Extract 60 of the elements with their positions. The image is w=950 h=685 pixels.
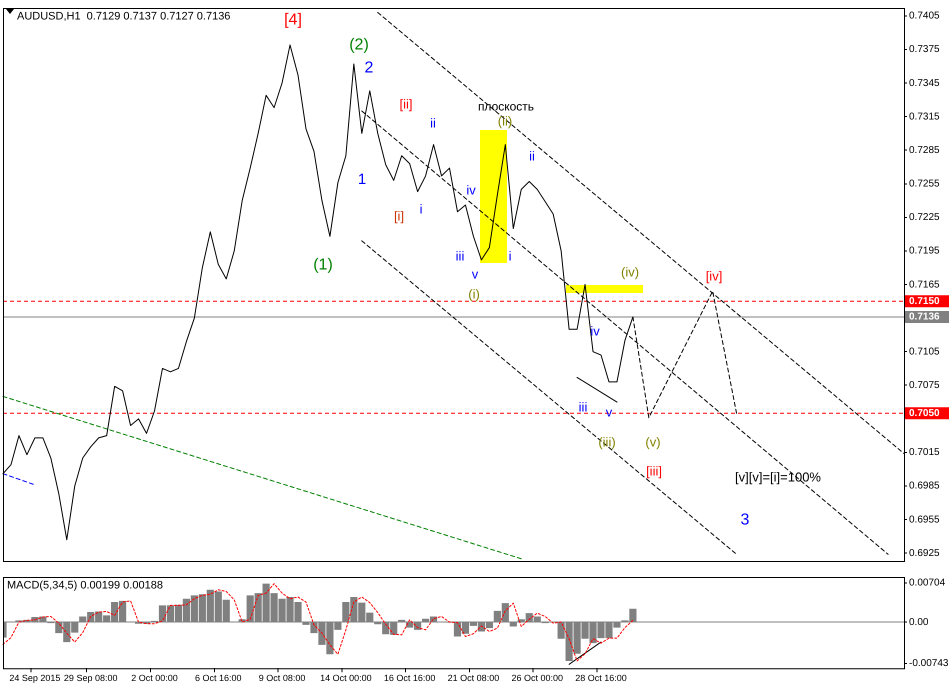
x-tick-label: 6 Oct 16:00 bbox=[195, 673, 242, 684]
annotation: iii bbox=[456, 248, 464, 264]
y-tick-label: 0.7405 bbox=[909, 10, 940, 22]
annotation: ii bbox=[430, 116, 436, 131]
annotation: (iv) bbox=[620, 264, 640, 280]
annotation: i bbox=[508, 248, 512, 264]
annotation: 1 bbox=[358, 171, 366, 188]
y-tick-label: 0.7375 bbox=[909, 44, 940, 56]
annotation: (1) bbox=[313, 256, 333, 274]
y-tick-label: 0.7015 bbox=[909, 447, 940, 458]
y-tick-label: 0.6985 bbox=[909, 480, 940, 492]
annotation: [iv] bbox=[706, 268, 722, 284]
annotation: [iii] bbox=[646, 464, 662, 479]
annotation: (ii) bbox=[498, 114, 512, 129]
x-tick-label: 24 Sep 2015 bbox=[9, 673, 60, 684]
annotation: iv bbox=[590, 324, 600, 339]
annotation: (v) bbox=[645, 434, 661, 450]
annotation: (i) bbox=[468, 286, 480, 302]
chart-title: AUDUSD,H1 0.7129 0.7137 0.7127 0.7136 bbox=[17, 10, 230, 23]
y-tick-label: 0.7105 bbox=[909, 346, 940, 358]
x-tick-label: 28 Oct 16:00 bbox=[575, 673, 627, 684]
chart-title: MACD(5,34,5) 0.00199 0.00188 bbox=[7, 580, 163, 592]
y-tick-label: 0.6955 bbox=[909, 514, 940, 526]
x-tick-label: 16 Oct 16:00 bbox=[384, 673, 436, 684]
ref-line-label: 0.7136 bbox=[909, 312, 940, 323]
annotation: iii bbox=[578, 400, 588, 415]
ref-line-label: 0.7050 bbox=[909, 408, 940, 419]
annotation: [4] bbox=[284, 11, 302, 28]
ref-line-label: 0.7150 bbox=[909, 296, 940, 308]
y-tick-label: -0.00743 bbox=[909, 658, 949, 670]
annotation: (iii) bbox=[598, 434, 616, 450]
y-tick-label: 0.7255 bbox=[909, 178, 940, 190]
annotation: [v][v]=[i]=100% bbox=[735, 470, 822, 485]
x-tick-label: 14 Oct 00:00 bbox=[320, 673, 372, 684]
y-tick-label: 0.7315 bbox=[909, 111, 940, 122]
annotation: [ii] bbox=[400, 96, 412, 112]
y-tick-label: 0.00 bbox=[909, 616, 929, 628]
annotation: (2) bbox=[349, 36, 369, 54]
x-tick-label: 9 Oct 08:00 bbox=[258, 673, 306, 684]
annotation: плоскость bbox=[478, 99, 534, 114]
x-tick-label: 26 Oct 00:00 bbox=[511, 673, 563, 684]
y-tick-label: 0.7165 bbox=[909, 279, 940, 290]
y-tick-label: 0.7285 bbox=[909, 144, 940, 156]
annotation: 3 bbox=[740, 511, 750, 528]
y-tick-label: 0.7345 bbox=[909, 78, 940, 89]
annotation: iv bbox=[466, 182, 476, 198]
annotation: v bbox=[606, 404, 613, 420]
annotation: v bbox=[472, 266, 479, 282]
annotation: i bbox=[420, 202, 423, 217]
y-tick-label: 0.7225 bbox=[909, 212, 940, 224]
x-tick-label: 21 Oct 08:00 bbox=[448, 673, 500, 684]
annotation: ii bbox=[529, 148, 535, 164]
y-tick-label: 0.6925 bbox=[909, 548, 940, 559]
x-tick-label: 29 Sep 08:00 bbox=[64, 673, 118, 684]
annotation: 2 bbox=[364, 59, 374, 76]
annotation: [i] bbox=[394, 208, 404, 224]
y-tick-label: 0.7195 bbox=[909, 246, 940, 257]
y-tick-label: 0.00704 bbox=[909, 578, 946, 589]
x-tick-label: 2 Oct 00:00 bbox=[131, 673, 178, 684]
y-tick-label: 0.7075 bbox=[909, 380, 940, 391]
